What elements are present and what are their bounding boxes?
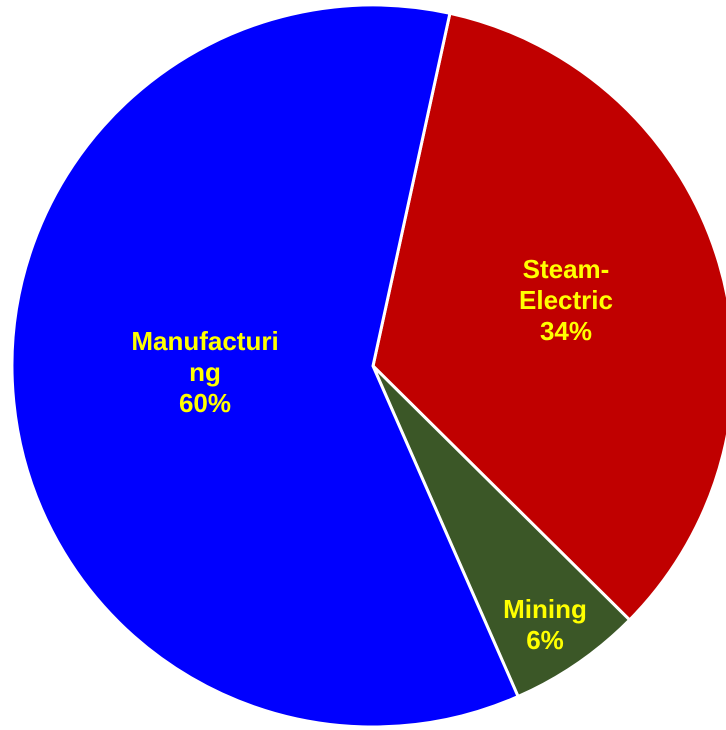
- value-label: 34%: [539, 315, 593, 346]
- slice-label-box: Manufacturing 60%: [117, 312, 293, 432]
- category-label: Mining: [503, 594, 587, 624]
- pie-slice: [371, 364, 632, 699]
- pie-slice: [10, 3, 520, 729]
- category-label: Steam-Electric: [519, 253, 613, 315]
- value-label: 6%: [526, 625, 564, 655]
- value-label: 60%: [178, 387, 232, 418]
- slice-label-box: Mining 6%: [465, 565, 625, 685]
- category-label: Manufacturing: [131, 325, 279, 387]
- pie-slice: [371, 11, 726, 622]
- slice-label-box: Steam-Electric 34%: [491, 240, 641, 360]
